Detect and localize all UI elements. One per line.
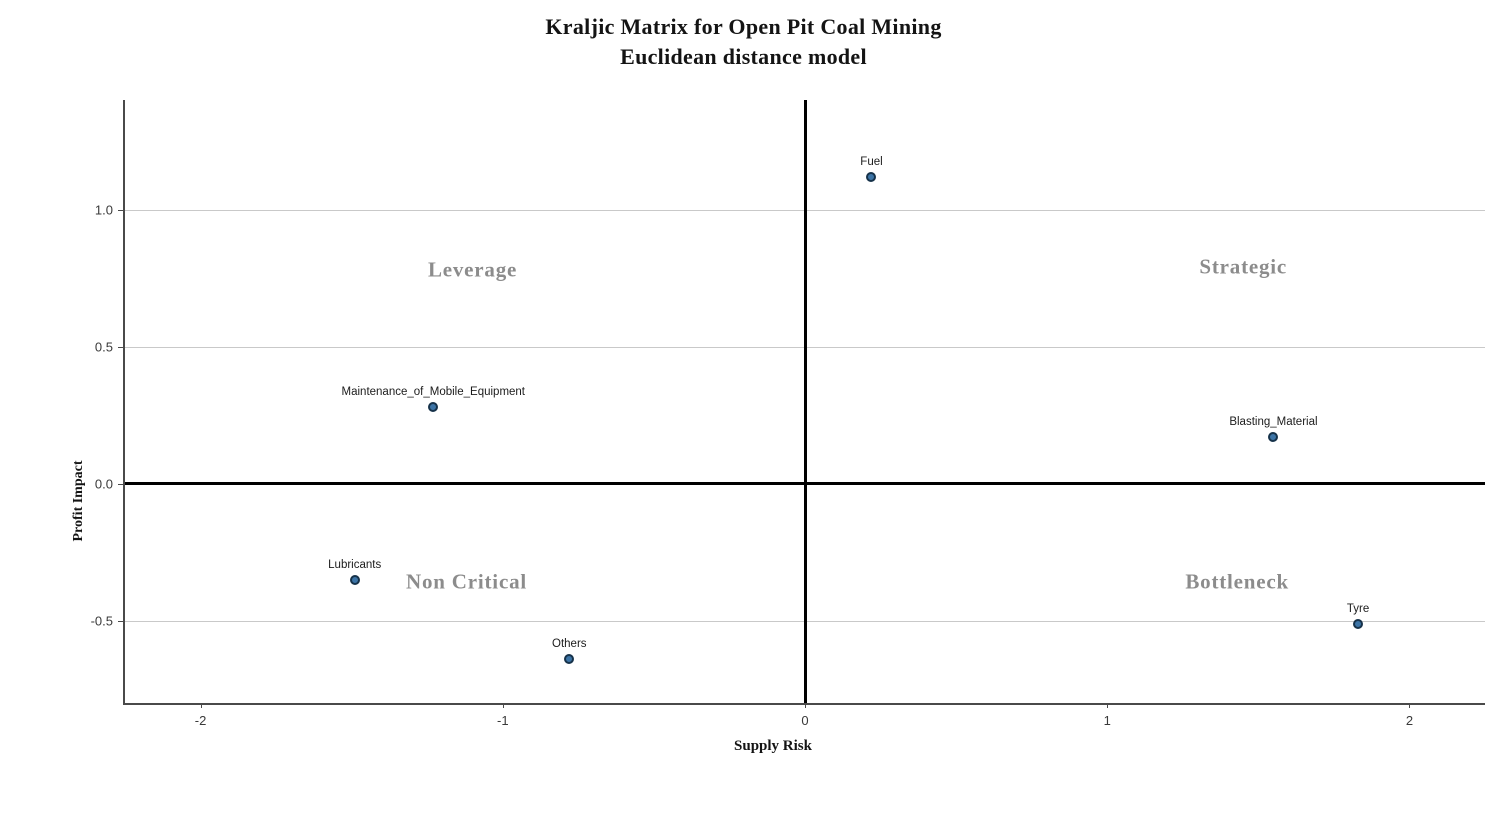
x-tick-mark — [1409, 703, 1411, 708]
y-tick-mark — [118, 483, 123, 485]
chart-title-line2: Euclidean distance model — [620, 43, 867, 69]
quadrant-label: Leverage — [427, 257, 518, 282]
chart-title: Kraljic Matrix for Open Pit Coal Mining … — [0, 12, 1487, 71]
x-tick-mark — [1107, 703, 1109, 708]
plot-area: Profit Impact Leverage Strategic Non Criti… — [71, 100, 1485, 728]
x-zero-reference-line — [803, 100, 807, 703]
x-tick-label: 0 — [801, 713, 809, 728]
data-point-label: Tyre — [1346, 602, 1370, 615]
data-point-label: Blasting_Material — [1229, 416, 1318, 429]
data-point — [866, 171, 877, 182]
x-tick-label: 2 — [1405, 713, 1414, 728]
chart-title-line1: Kraljic Matrix for Open Pit Coal Mining — [545, 14, 942, 39]
quadrant-label: Non Critical — [406, 569, 527, 594]
y-tick-label: 1.0 — [94, 202, 113, 218]
x-axis-title: Supply Risk — [734, 738, 812, 754]
y-tick-label: 0.5 — [94, 339, 113, 355]
data-point — [564, 654, 575, 665]
data-point — [349, 574, 360, 585]
data-point-label: Fuel — [860, 155, 883, 168]
data-point-label: Maintenance_of_Mobile_Equipment — [341, 385, 526, 398]
y-tick-label: 0.0 — [94, 476, 113, 492]
y-tick-mark — [118, 209, 123, 211]
x-tick-mark — [805, 703, 806, 708]
y-tick-label: -0.5 — [90, 613, 113, 629]
y-tick-mark — [118, 346, 123, 348]
x-tick-label: -2 — [194, 713, 207, 728]
quadrant-label: Strategic — [1199, 254, 1288, 279]
y-zero-reference-line — [125, 482, 1485, 486]
y-axis-title: Profit Impact — [71, 460, 86, 542]
data-point-label: Lubricants — [328, 558, 382, 571]
x-tick-label: 1 — [1103, 713, 1111, 728]
data-point — [1353, 618, 1364, 629]
x-tick-label: -1 — [496, 713, 509, 728]
data-point — [1268, 432, 1279, 443]
quadrant-label: Bottleneck — [1185, 569, 1289, 594]
data-point — [428, 401, 439, 412]
y-tick-mark — [118, 620, 123, 622]
data-point-label: Others — [552, 638, 587, 651]
x-tick-mark — [200, 703, 202, 708]
x-tick-mark — [502, 703, 504, 708]
